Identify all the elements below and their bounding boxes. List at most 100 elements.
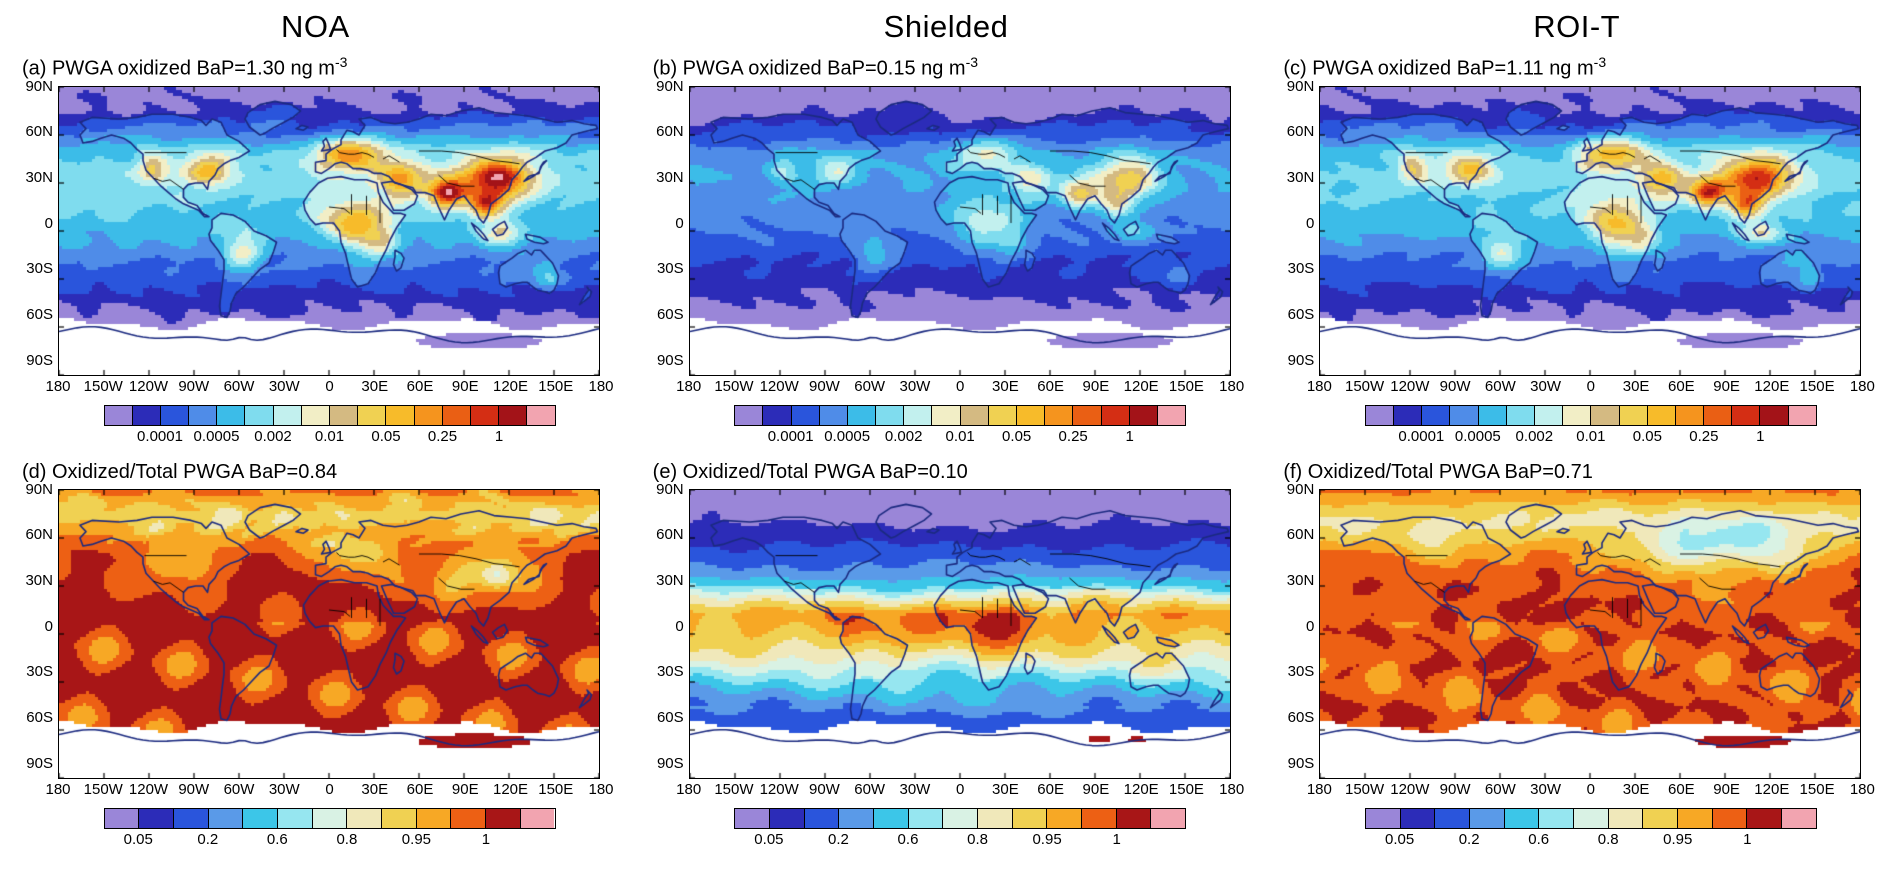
colorbar-cell — [273, 405, 302, 425]
lon-tick-label: 0 — [955, 780, 965, 798]
colorbar-cell — [943, 808, 978, 828]
lon-tick-label: 120E — [1754, 377, 1790, 395]
lat-tick-label: 60S — [656, 708, 684, 726]
colorbar-tick-label: 1 — [494, 427, 504, 445]
colorbar-cell — [1478, 405, 1507, 425]
lon-tick-label: 90E — [1713, 377, 1740, 395]
colorbar-tick-label: 0.05 — [371, 427, 401, 445]
column-headers: NOA Shielded ROI-T — [0, 4, 1892, 50]
lat-tick-label: 30S — [26, 260, 53, 278]
colorbar-tick-label: 0.01 — [945, 427, 975, 445]
lat-tick-label: 0 — [1305, 214, 1315, 232]
colorbar-ratio-e: 0.05 0.2 0.6 0.8 0.95 1 — [734, 807, 1187, 850]
panel-a: (a) PWGA oxidized BaP=1.30 ng m-3 90N 60N… — [0, 50, 631, 447]
exponent-superscript: -3 — [965, 54, 979, 70]
lon-tick-label: 90W — [1439, 377, 1471, 395]
lon-tick-label: 60E — [1037, 377, 1065, 395]
colorbar-tick-label: 0.25 — [1689, 427, 1719, 445]
lon-tick-label: 60E — [1667, 377, 1695, 395]
colorbar-cell — [330, 405, 359, 425]
colorbar-cell — [527, 405, 555, 425]
lat-tick-label: 0 — [44, 617, 53, 635]
lon-tick-label: 120W — [759, 780, 799, 798]
panel-title-text: (c) PWGA oxidized BaP=1.11 ng m — [1283, 57, 1594, 80]
colorbar-cell — [1450, 405, 1479, 425]
colorbar — [734, 807, 1187, 829]
colorbar-tick-label: 1 — [1756, 427, 1765, 445]
colorbar-cell — [1704, 405, 1733, 425]
colorbar-tick-label: 0.05 — [123, 830, 153, 848]
colorbar-cell — [1647, 405, 1676, 425]
lat-tick-label: 90S — [1287, 754, 1315, 772]
colorbar-tick-labels: 0.0001 0.0005 0.002 0.01 0.05 0.25 1 — [104, 428, 556, 447]
colorbar-cell — [819, 405, 848, 425]
colorbar-tick-label: 0.05 — [754, 830, 784, 848]
colorbar-cell — [1365, 405, 1395, 425]
lat-tick-label: 30S — [1287, 260, 1315, 278]
lat-tick-label: 90S — [26, 351, 53, 369]
panel-title-d: (d) Oxidized/Total PWGA BaP=0.84 — [22, 461, 631, 484]
lon-tick-label: 60E — [406, 377, 434, 395]
colorbar-cell — [139, 808, 174, 828]
lon-tick-label: 30W — [899, 377, 931, 395]
lon-tick-label: 150W — [83, 377, 123, 395]
colorbar-cell — [1591, 405, 1620, 425]
colorbar-cell — [1732, 405, 1761, 425]
colorbar-tick-label: 1 — [1125, 427, 1134, 445]
colorbar-tick-label: 0.0005 — [824, 427, 871, 445]
lon-tick-label: 90W — [178, 780, 210, 798]
lon-tick-label: 0 — [955, 377, 965, 395]
lat-tick-label: 60S — [26, 708, 53, 726]
panel-e: (e) Oxidized/Total PWGA BaP=0.10 90N 60N 3… — [631, 457, 1262, 850]
panel-c: (c) PWGA oxidized BaP=1.11 ng m-3 90N 60N… — [1261, 50, 1892, 447]
colorbar-cell — [1365, 808, 1401, 828]
colorbar-tick-label: 0.002 — [254, 427, 292, 445]
lat-tick-label: 90S — [1287, 351, 1315, 369]
lon-tick-label: 120W — [128, 780, 169, 798]
lat-tick-label: 90N — [25, 480, 53, 498]
lon-tick-label: 90E — [451, 377, 479, 395]
colorbar-cell — [1573, 808, 1609, 828]
panel-title-b: (b) PWGA oxidized BaP=0.15 ng m-3 — [653, 54, 1262, 81]
colorbar-cell — [769, 808, 805, 828]
lat-tick-label: 0 — [44, 214, 53, 232]
colorbar-cell — [873, 808, 909, 828]
colorbar-tick-labels: 0.05 0.2 0.6 0.8 0.95 1 — [104, 831, 556, 850]
colorbar-tick-labels: 0.0001 0.0005 0.002 0.01 0.05 0.25 1 — [1365, 428, 1817, 447]
panel-title-text: (e) Oxidized/Total PWGA BaP=0.10 — [652, 460, 968, 483]
lon-tick-label: 60W — [854, 377, 886, 395]
lon-tick-label: 0 — [1586, 377, 1595, 395]
lat-tick-label: 60S — [26, 305, 53, 323]
colorbar-tick-label: 0.01 — [314, 427, 345, 445]
lon-tick-label: 30W — [1530, 780, 1561, 798]
colorbar-cell — [160, 405, 190, 425]
lon-tick-label: 150E — [1168, 377, 1204, 395]
lat-tick-label: 60N — [25, 526, 53, 544]
lat-tick-label: 90S — [656, 351, 684, 369]
colorbar-cell — [1675, 405, 1705, 425]
lon-tick-label: 120W — [1390, 780, 1430, 798]
colorbar-cell — [189, 405, 218, 425]
colorbar-cell — [243, 808, 278, 828]
lon-tick-label: 90E — [1082, 780, 1110, 798]
colorbar-cell — [1129, 405, 1158, 425]
map-canvas-c — [1319, 85, 1862, 376]
lon-tick-label: 30E — [361, 377, 389, 395]
map-canvas-a — [58, 85, 600, 376]
colorbar-cell — [932, 405, 961, 425]
colorbar-cell — [386, 405, 415, 425]
colorbar-cell — [442, 405, 471, 425]
colorbar-cell — [1469, 808, 1505, 828]
colorbar-cell — [382, 808, 417, 828]
lat-tick-label: 60N — [25, 123, 53, 141]
colorbar-tick-label: 0.01 — [1576, 427, 1606, 445]
panel-grid: (a) PWGA oxidized BaP=1.30 ng m-3 90N 60N… — [0, 50, 1892, 860]
lon-tick-label: 120E — [492, 780, 529, 798]
colorbar-cell — [1045, 405, 1074, 425]
lon-tick-label: 30W — [268, 377, 300, 395]
lon-tick-label: 180 — [45, 780, 71, 798]
colorbar-cell — [791, 405, 820, 425]
colorbar-cell — [763, 405, 792, 425]
lon-tick-label: 150W — [714, 377, 754, 395]
colorbar-tick-label: 1 — [481, 830, 491, 848]
